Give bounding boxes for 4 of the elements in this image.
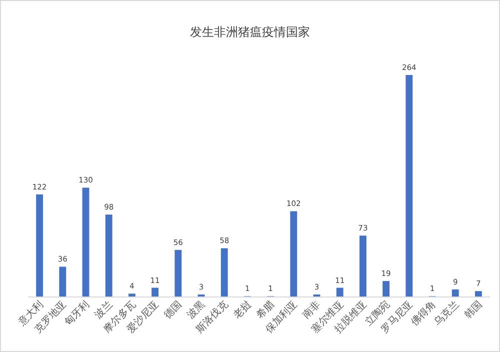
x-tick-label: 老挝: [230, 298, 254, 322]
chart-title: 发生非洲猪瘟疫情国家: [190, 25, 310, 39]
x-tick-label: 德国: [162, 299, 184, 322]
x-tick-label: 韩国: [462, 298, 485, 322]
